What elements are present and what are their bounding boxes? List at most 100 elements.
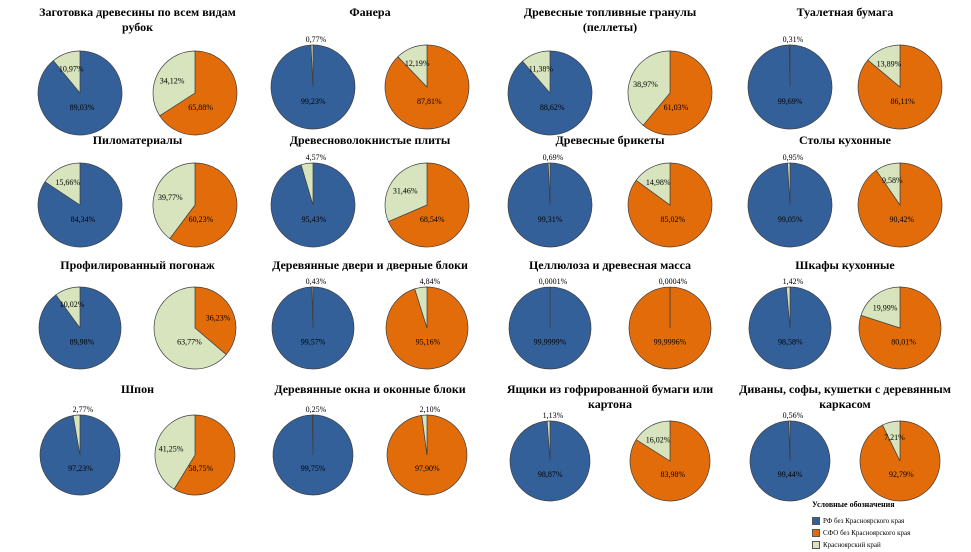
pie-3-left-slice-1 bbox=[521, 50, 551, 94]
legend-label-sfo: СФО без Красноярского края bbox=[823, 529, 911, 537]
chart-title-4: Туалетная бумага bbox=[796, 5, 894, 19]
pie-2-left-label-0: 99,23% bbox=[301, 97, 326, 106]
chart-title-2: Фанера bbox=[349, 5, 391, 19]
pie-16-right-slice-1 bbox=[882, 420, 901, 462]
pie-13-left-label-1: 2,77% bbox=[73, 405, 94, 414]
pie-13-right-slice-0 bbox=[173, 414, 236, 496]
pie-9-right-label-0: 36,23% bbox=[206, 313, 231, 322]
pie-11-right-label-1: 0,0004% bbox=[659, 277, 688, 286]
pie-9-left-slice-1 bbox=[55, 286, 81, 330]
pie-4-right-slice-1 bbox=[867, 44, 901, 88]
pie-4-right-label-1: 13,89% bbox=[877, 59, 902, 68]
pie-12-right-slice-1 bbox=[860, 286, 901, 329]
pie-14-left-label-1: 0,25% bbox=[306, 405, 327, 414]
legend-item-kray: Красноярский край bbox=[812, 539, 967, 551]
pie-7-right-label-1: 14,98% bbox=[646, 178, 671, 187]
chart-title-3: Древесные топливные гранулы (пеллеты) bbox=[523, 5, 697, 34]
pie-1-left-label-1: 10,97% bbox=[59, 64, 84, 73]
pie-12-left-slice-1 bbox=[785, 286, 791, 329]
pie-5-left-slice-1 bbox=[44, 162, 81, 206]
chart-title-7: Древесные брикеты bbox=[555, 133, 665, 147]
pie-8-left-label-0: 99,05% bbox=[778, 215, 803, 224]
pie-10-left-label-0: 99,57% bbox=[301, 337, 326, 346]
pie-1-left-slice-1 bbox=[52, 50, 81, 94]
pie-9-right-slice-0 bbox=[194, 286, 237, 356]
pie-2-left-slice-1 bbox=[310, 44, 314, 88]
pie-8-right-label-1: 9,58% bbox=[882, 176, 903, 185]
pie-7-left-label-0: 99,31% bbox=[538, 215, 563, 224]
pie-3-right-slice-0 bbox=[642, 50, 713, 136]
pie-1-right-label-0: 65,88% bbox=[188, 103, 213, 112]
pie-16-left-slice-1 bbox=[788, 420, 791, 462]
pie-8-left-label-1: 0,95% bbox=[783, 153, 804, 162]
pie-7-left-slice-1 bbox=[547, 162, 551, 206]
pie-1-right-slice-0 bbox=[159, 50, 238, 136]
pie-3-right-label-0: 61,03% bbox=[664, 103, 689, 112]
pie-8-right-label-0: 90,42% bbox=[890, 215, 915, 224]
pie-4-right-label-0: 86,11% bbox=[890, 97, 915, 106]
pie-14-right-label-0: 97,90% bbox=[415, 464, 440, 473]
chart-title-6: Древесноволокнистые плиты bbox=[289, 133, 451, 147]
pie-15-right-slice-1 bbox=[635, 420, 671, 462]
pie-3-right-label-1: 38,97% bbox=[633, 80, 658, 89]
pie-10-left-slice-1 bbox=[311, 286, 314, 329]
pie-7-left-label-1: 0,69% bbox=[543, 153, 564, 162]
pie-6-right-label-1: 31,46% bbox=[393, 187, 418, 196]
pie-9-left-label-0: 89,98% bbox=[70, 337, 95, 346]
pie-12-left-label-1: 1,42% bbox=[783, 277, 804, 286]
legend-item-rf: РФ без Красноярского края bbox=[812, 515, 967, 527]
pie-2-left-label-1: 0,77% bbox=[306, 35, 327, 44]
pie-11-left-label-0: 99,9999% bbox=[534, 337, 567, 346]
pie-16-left-label-0: 99,44% bbox=[778, 470, 803, 479]
pie-3-right-slice-1 bbox=[627, 50, 671, 126]
legend-swatch-sfo bbox=[812, 529, 820, 537]
pie-3-left-label-1: 11,38% bbox=[529, 65, 554, 74]
pie-12-right-label-1: 19,99% bbox=[873, 303, 898, 312]
pie-6-left-label-1: 4,57% bbox=[306, 153, 327, 162]
pie-4-left-label-0: 99,69% bbox=[778, 97, 803, 106]
pie-16-right-label-0: 92,79% bbox=[889, 470, 914, 479]
chart-title-13: Шпон bbox=[120, 382, 154, 396]
legend-title: Условные обозначения bbox=[812, 500, 895, 509]
pie-10-right-label-1: 4,84% bbox=[420, 277, 441, 286]
legend-swatch-kray bbox=[812, 541, 820, 549]
pie-5-left-label-0: 84,34% bbox=[71, 215, 96, 224]
legend-label-kray: Красноярский край bbox=[823, 541, 881, 549]
pie-14-right-slice-1 bbox=[421, 414, 428, 456]
pie-6-right-slice-0 bbox=[387, 162, 470, 248]
pie-1-right-label-1: 34,12% bbox=[160, 77, 185, 86]
pie-5-right-slice-1 bbox=[152, 162, 196, 240]
pie-15-left-label-0: 98,87% bbox=[538, 470, 563, 479]
pie-5-right-slice-0 bbox=[169, 162, 238, 248]
chart-title-10: Деревянные двери и дверные блоки bbox=[272, 258, 468, 272]
pie-12-left-label-0: 98,58% bbox=[778, 337, 803, 346]
pie-14-right-label-1: 2,10% bbox=[420, 405, 441, 414]
pie-10-left-label-1: 0,43% bbox=[306, 277, 327, 286]
chart-title-15: Ящики из гофрированной бумаги или картон… bbox=[506, 382, 714, 411]
pie-7-right-slice-1 bbox=[635, 162, 671, 206]
pie-1-left-label-0: 89,03% bbox=[70, 103, 95, 112]
pie-10-right-slice-1 bbox=[414, 286, 428, 329]
pie-12-right-label-0: 80,01% bbox=[891, 337, 916, 346]
pie-5-left-label-1: 15,66% bbox=[55, 178, 80, 187]
pie-9-left-label-1: 10,02% bbox=[60, 300, 85, 309]
pie-14-left-slice-1 bbox=[312, 414, 314, 456]
pie-3-left-label-0: 88,62% bbox=[540, 103, 565, 112]
pie-15-right-label-1: 16,02% bbox=[646, 435, 671, 444]
pie-7-right-slice-0 bbox=[627, 162, 713, 248]
pie-6-right-label-0: 68,54% bbox=[420, 215, 445, 224]
pie-13-right-label-1: 41,25% bbox=[159, 444, 184, 453]
pie-13-right-slice-1 bbox=[154, 414, 196, 490]
pie-10-right-label-0: 95,16% bbox=[416, 337, 441, 346]
pie-6-left-label-0: 95,43% bbox=[302, 215, 327, 224]
pie-1-right-slice-1 bbox=[152, 50, 196, 117]
pie-11-left-label-1: 0,0001% bbox=[539, 277, 568, 286]
legend-item-sfo: СФО без Красноярского края bbox=[812, 527, 967, 539]
pie-6-right-slice-1 bbox=[384, 162, 428, 223]
chart-title-16: Диваны, софы, кушетки с деревянным карка… bbox=[739, 382, 951, 411]
pie-4-left-label-1: 0,31% bbox=[783, 35, 804, 44]
pie-8-left-slice-1 bbox=[787, 162, 791, 206]
pie-16-right-label-1: 7,21% bbox=[884, 433, 905, 442]
pie-5-right-label-0: 60,23% bbox=[189, 215, 214, 224]
